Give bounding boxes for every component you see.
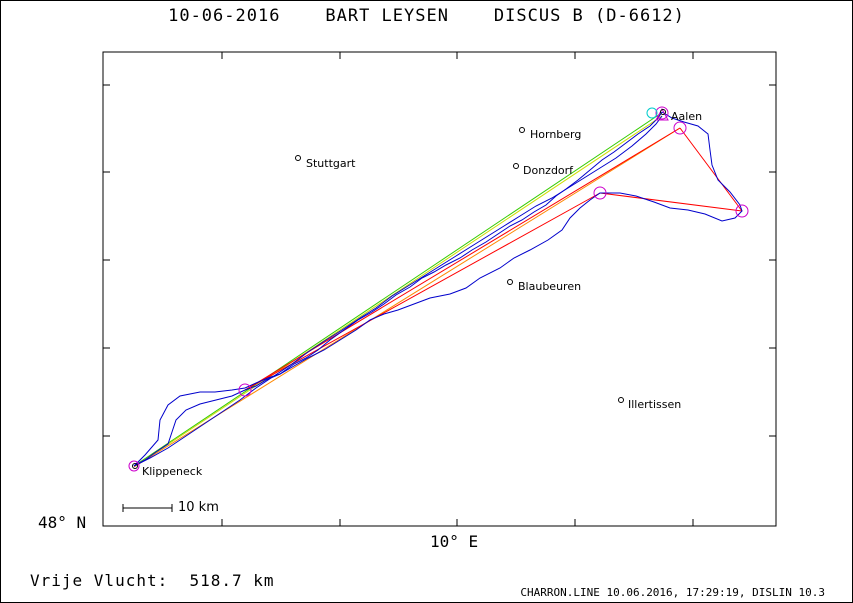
turnpoint-klippeneck bbox=[128, 460, 140, 472]
flight-title: 10-06-2016 BART LEYSEN DISCUS B (D-6612) bbox=[168, 6, 685, 26]
place-label-klippeneck: Klippeneck bbox=[142, 465, 203, 478]
place-markers bbox=[132, 109, 666, 469]
start-marker bbox=[646, 107, 658, 119]
place-label-illertissen: Illertissen bbox=[628, 398, 682, 411]
turnpoint-4 bbox=[673, 121, 687, 135]
flight-distance: Vrije Vlucht: 518.7 km bbox=[30, 571, 275, 590]
place-label-hornberg: Hornberg bbox=[530, 128, 582, 141]
track-segment-1 bbox=[133, 111, 663, 467]
flight-track bbox=[133, 111, 743, 467]
turnpoint-3 bbox=[593, 186, 607, 200]
axis-ticks bbox=[103, 52, 776, 526]
scale-bar bbox=[122, 504, 173, 512]
task-lines bbox=[133, 113, 743, 468]
footer-info: CHARRON.LINE 10.06.2016, 17:29:19, DISLI… bbox=[520, 586, 825, 599]
illertissen-marker bbox=[618, 397, 624, 403]
task-leg-red-4 bbox=[244, 192, 601, 391]
start-triangle bbox=[655, 107, 669, 121]
task-leg-green bbox=[133, 113, 661, 467]
place-label-stuttgart: Stuttgart bbox=[306, 157, 356, 170]
klippeneck-marker bbox=[132, 463, 138, 469]
place-label-donzdorf: Donzdorf bbox=[523, 164, 574, 177]
task-leg-yellow bbox=[136, 115, 663, 466]
turnpoint-aalen bbox=[655, 106, 669, 120]
longitude-label: 10° E bbox=[430, 532, 479, 551]
stuttgart-marker bbox=[295, 155, 301, 161]
map-plot-frame bbox=[102, 51, 777, 527]
hornberg-marker bbox=[519, 127, 525, 133]
aalen-marker bbox=[660, 109, 666, 115]
place-label-blaubeuren: Blaubeuren bbox=[518, 280, 582, 293]
turnpoints bbox=[128, 106, 749, 472]
task-leg-red-2 bbox=[679, 127, 743, 212]
latitude-label: 48° N bbox=[38, 513, 87, 532]
scale-bar-label: 10 km bbox=[178, 500, 219, 515]
turnpoint-2 bbox=[238, 383, 252, 397]
donzdorf-marker bbox=[513, 163, 519, 169]
place-label-aalen: Aalen bbox=[671, 110, 703, 123]
task-leg-red-1 bbox=[244, 127, 681, 391]
blaubeuren-marker bbox=[507, 279, 513, 285]
turnpoint-5 bbox=[735, 204, 749, 218]
track-segment-2 bbox=[244, 111, 743, 391]
track-segment-3 bbox=[133, 389, 246, 467]
track-segment-4 bbox=[133, 115, 663, 467]
task-leg-red-3 bbox=[599, 192, 743, 212]
